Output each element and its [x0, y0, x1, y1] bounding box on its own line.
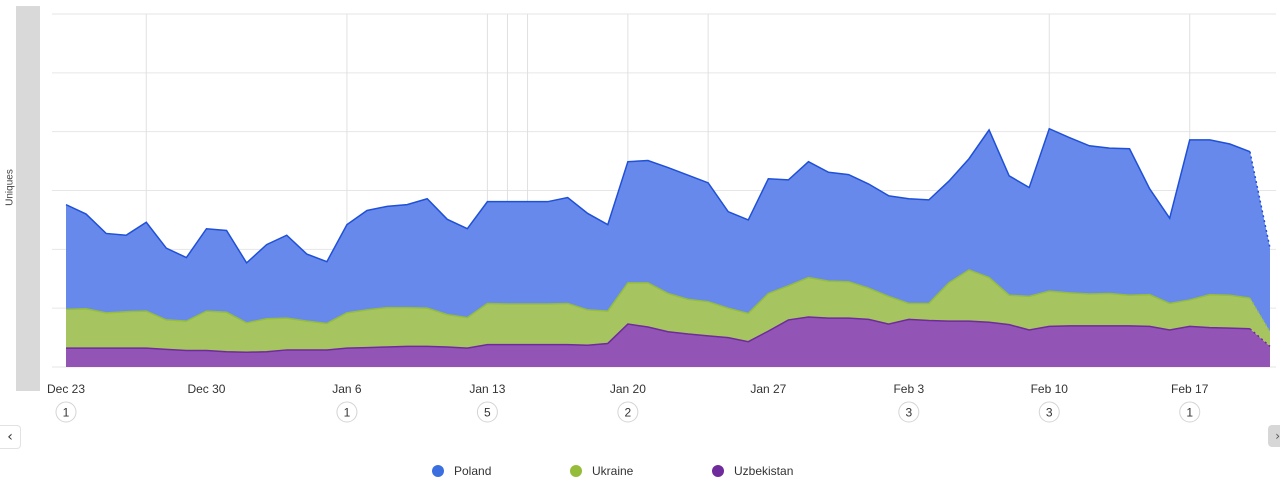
x-axis-ticks: Dec 23 Dec 30 Jan 6 Jan 13 Jan 20 Jan 27 Feb 3…: [47, 382, 1209, 396]
legend-label-uzbekistan: Uzbekistan: [734, 464, 794, 478]
scroll-left-button[interactable]: ‹: [0, 425, 21, 449]
area-poland: [66, 128, 1270, 332]
annotation-circle: [336, 401, 358, 423]
partial-line-poland: [1249, 151, 1271, 249]
series-lines: [65, 127, 1271, 354]
legend: Poland Ukraine Uzbekistan: [432, 464, 850, 478]
legend-dot-poland: [432, 465, 444, 477]
legend-item-uzbekistan[interactable]: Uzbekistan: [712, 464, 850, 478]
annotation-circle: [617, 401, 639, 423]
scroll-right-button[interactable]: ›: [1268, 425, 1280, 447]
legend-dot-uzbekistan: [712, 465, 724, 477]
annotation-marker[interactable]: 1: [1179, 401, 1201, 423]
annotation-circle: [55, 401, 77, 423]
line-ukraine: [65, 269, 1251, 325]
annotation-marker[interactable]: 3: [898, 401, 920, 423]
annotation-marker[interactable]: 1: [336, 401, 358, 423]
x-tick-label: Feb 10: [1031, 382, 1069, 396]
x-tick-label: Jan 27: [750, 382, 786, 396]
annotation-marker[interactable]: 1: [55, 401, 77, 423]
legend-item-poland[interactable]: Poland: [432, 464, 570, 478]
annotation-count: 1: [344, 406, 351, 420]
annotation-marker[interactable]: 3: [1038, 401, 1060, 423]
series-areas: [66, 128, 1270, 367]
legend-label-poland: Poland: [454, 464, 492, 478]
annotation-circle: [1179, 401, 1201, 423]
annotation-circle: [898, 401, 920, 423]
area-ukraine: [66, 269, 1270, 353]
annotation-count: 5: [484, 406, 491, 420]
annotation-circle: [476, 401, 498, 423]
chevron-left-icon: ‹: [7, 429, 13, 445]
x-tick-label: Jan 13: [469, 382, 505, 396]
annotation-marker[interactable]: 2: [617, 401, 639, 423]
annotation-count: 3: [905, 406, 912, 420]
annotation-count: 1: [1186, 406, 1193, 420]
x-tick-label: Feb 17: [1171, 382, 1209, 396]
x-tick-label: Dec 23: [47, 382, 85, 396]
line-uzbekistan: [66, 316, 1250, 354]
annotation-count: 2: [625, 406, 632, 420]
x-tick-label: Jan 6: [332, 382, 362, 396]
legend-item-ukraine[interactable]: Ukraine: [570, 464, 712, 478]
x-tick-label: Jan 20: [610, 382, 646, 396]
legend-dot-ukraine: [570, 465, 582, 477]
annotation-marker[interactable]: 5: [476, 401, 498, 423]
x-tick-label: Feb 3: [893, 382, 924, 396]
annotation-count: 3: [1046, 406, 1053, 420]
annotation-count: 1: [63, 406, 70, 420]
partial-line-ukraine: [1249, 297, 1271, 333]
line-poland: [65, 127, 1251, 265]
annotation-circle: [1038, 401, 1060, 423]
area-uzbekistan: [66, 316, 1270, 367]
legend-label-ukraine: Ukraine: [592, 464, 634, 478]
chevron-right-icon: ›: [1275, 429, 1280, 443]
annotation-markers[interactable]: 1 1 5 2 3 3 1: [55, 401, 1201, 423]
y-axis-bar: [16, 6, 40, 391]
x-tick-label: Dec 30: [187, 382, 225, 396]
